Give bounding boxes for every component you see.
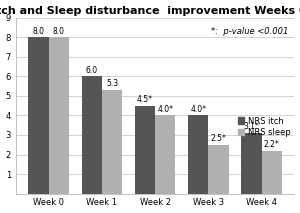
Bar (28, 37, 49, 194)
Bar (188, 115, 208, 194)
Text: 6.0: 6.0 (86, 66, 98, 75)
Title: Itch and Sleep disturbance  improvement Weeks 0-4: Itch and Sleep disturbance improvement W… (0, 6, 300, 16)
Legend: NRS itch, NRS sleep: NRS itch, NRS sleep (238, 117, 290, 137)
Bar (262, 151, 282, 194)
Text: 4.5*: 4.5* (137, 95, 153, 104)
Bar (102, 90, 122, 194)
Text: 3.1*: 3.1* (244, 122, 260, 131)
Text: 4.0*: 4.0* (157, 105, 173, 114)
Bar (135, 106, 155, 194)
Bar (241, 133, 262, 194)
Bar (49, 37, 69, 194)
Text: 8.0: 8.0 (33, 27, 45, 36)
Text: *:  p-value <0.001: *: p-value <0.001 (212, 26, 289, 36)
Bar (155, 115, 175, 194)
Bar (82, 76, 102, 194)
Text: 2.2*: 2.2* (264, 140, 280, 149)
Bar (208, 145, 229, 194)
Text: 2.5*: 2.5* (211, 134, 226, 143)
Text: 4.0*: 4.0* (190, 105, 206, 114)
Text: 5.3: 5.3 (106, 79, 118, 88)
Text: 8.0: 8.0 (53, 27, 65, 36)
